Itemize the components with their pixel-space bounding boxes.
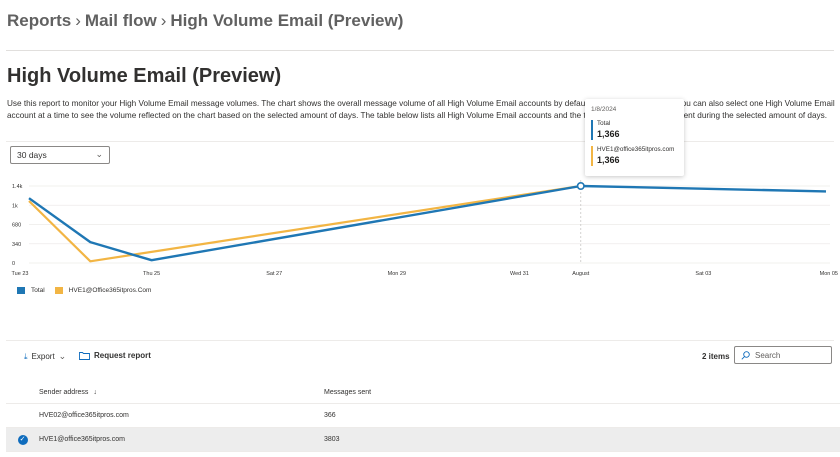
- page-description: Use this report to monitor your High Vol…: [7, 99, 835, 120]
- legend-label-total: Total: [31, 287, 45, 294]
- chart-series-line[interactable]: [28, 184, 827, 262]
- x-tick-label: Sat 27: [266, 271, 282, 277]
- sender-table: Sender address ↓ Messages sent HVE02@off…: [6, 381, 840, 452]
- tooltip-series-value: 1,366: [597, 155, 620, 165]
- chart-tooltip: 1/8/2024 Total 1,366 HVE1@office365itpro…: [585, 99, 684, 176]
- table-row[interactable]: ✓ HVE1@office365itpros.com 3803: [6, 428, 840, 452]
- chart-series[interactable]: [28, 184, 827, 263]
- chart-legend: Total HVE1@Office365itpros.Com: [17, 287, 151, 294]
- chevron-down-icon: ⌄: [58, 351, 67, 361]
- tooltip-color-bar: [591, 120, 593, 140]
- checkmark-icon: ✓: [17, 434, 28, 445]
- legend-label-hve1: HVE1@Office365itpros.Com: [68, 287, 152, 294]
- x-tick-label: Tue 23: [12, 271, 29, 277]
- x-tick-label: Sat 03: [695, 271, 711, 277]
- breadcrumb-current: High Volume Email (Preview): [170, 11, 404, 30]
- y-tick-label: 340: [12, 242, 21, 248]
- y-tick-label: 0: [12, 261, 15, 267]
- chart-y-axis: 1.4k 1k 680 340 0: [12, 184, 23, 267]
- table-row[interactable]: HVE02@office365itpros.com 366: [6, 404, 840, 428]
- column-header-sender-label: Sender address: [39, 388, 89, 396]
- request-report-label: Request report: [94, 351, 151, 360]
- column-header-sender[interactable]: Sender address ↓: [39, 389, 324, 396]
- breadcrumb-separator: ›: [75, 11, 81, 30]
- volume-line-chart: 1.4k 1k 680 340 0 Tue 23 Thu 25 Sat 27 Mon 29 We…: [12, 180, 838, 277]
- y-tick-label: 1.4k: [12, 184, 23, 190]
- chart-gridlines: [29, 185, 830, 264]
- export-button[interactable]: ⤓ Export ⌄: [24, 351, 66, 362]
- export-label: Export: [31, 352, 55, 361]
- messages-sent-cell: 366: [324, 412, 336, 419]
- search-input[interactable]: Search: [734, 346, 832, 364]
- folder-report-icon: [79, 352, 90, 360]
- tooltip-date: 1/8/2024: [591, 106, 617, 113]
- breadcrumb-reports[interactable]: Reports: [7, 11, 72, 30]
- legend-swatch-hve1: [54, 287, 63, 294]
- messages-sent-cell: 3803: [324, 436, 340, 443]
- breadcrumb-separator: ›: [160, 11, 167, 30]
- x-tick-label: Thu 25: [143, 271, 160, 277]
- download-icon: ⤓: [24, 351, 28, 361]
- breadcrumb-mail-flow[interactable]: Mail flow: [84, 11, 157, 30]
- chart-series-line[interactable]: [28, 184, 581, 263]
- tooltip-row-total: Total 1,366: [591, 120, 678, 140]
- x-tick-label: Wed 31: [510, 271, 529, 277]
- legend-item-total[interactable]: Total: [17, 287, 45, 294]
- tooltip-color-bar: [591, 146, 593, 166]
- y-tick-label: 680: [12, 223, 21, 229]
- divider: [6, 141, 834, 142]
- page-title: High Volume Email (Preview): [7, 65, 282, 87]
- items-count: 2 items: [702, 352, 730, 361]
- divider: [6, 50, 834, 51]
- chevron-down-icon: ⌄: [95, 149, 103, 159]
- sender-address-cell: HVE02@office365itpros.com: [39, 412, 129, 419]
- chart-hover-point[interactable]: [576, 182, 585, 191]
- tooltip-series-value: 1,366: [597, 129, 620, 139]
- column-header-messages[interactable]: Messages sent: [324, 388, 372, 396]
- sort-desc-icon: ↓: [93, 388, 97, 396]
- row-check-cell[interactable]: ✓: [6, 434, 39, 445]
- divider: [6, 340, 834, 341]
- legend-swatch-total: [17, 287, 25, 294]
- x-tick-label: Mon 05: [820, 271, 838, 277]
- breadcrumb: Reports › Mail flow › High Volume Email (Pre…: [7, 11, 403, 31]
- chart-x-axis: Tue 23 Thu 25 Sat 27 Mon 29 Wed 31 August Sat …: [12, 271, 838, 277]
- y-tick-label: 1k: [12, 203, 18, 209]
- x-tick-label: August: [572, 271, 590, 277]
- search-icon: [741, 350, 750, 360]
- tooltip-series-name: Total: [597, 120, 611, 127]
- search-placeholder: Search: [755, 350, 781, 360]
- tooltip-row-hve1: HVE1@office365itpros.com 1,366: [591, 146, 678, 166]
- table-header: Sender address ↓ Messages sent: [6, 381, 840, 404]
- legend-item-hve1[interactable]: HVE1@Office365itpros.Com: [54, 287, 152, 294]
- tooltip-series-name: HVE1@office365itpros.com: [597, 146, 675, 153]
- sender-address-cell: HVE1@office365itpros.com: [39, 436, 125, 443]
- date-range-select[interactable]: 30 days ⌄: [10, 146, 110, 164]
- date-range-value: 30 days: [17, 150, 47, 160]
- request-report-button[interactable]: Request report: [79, 351, 151, 360]
- x-tick-label: Mon 29: [388, 271, 406, 277]
